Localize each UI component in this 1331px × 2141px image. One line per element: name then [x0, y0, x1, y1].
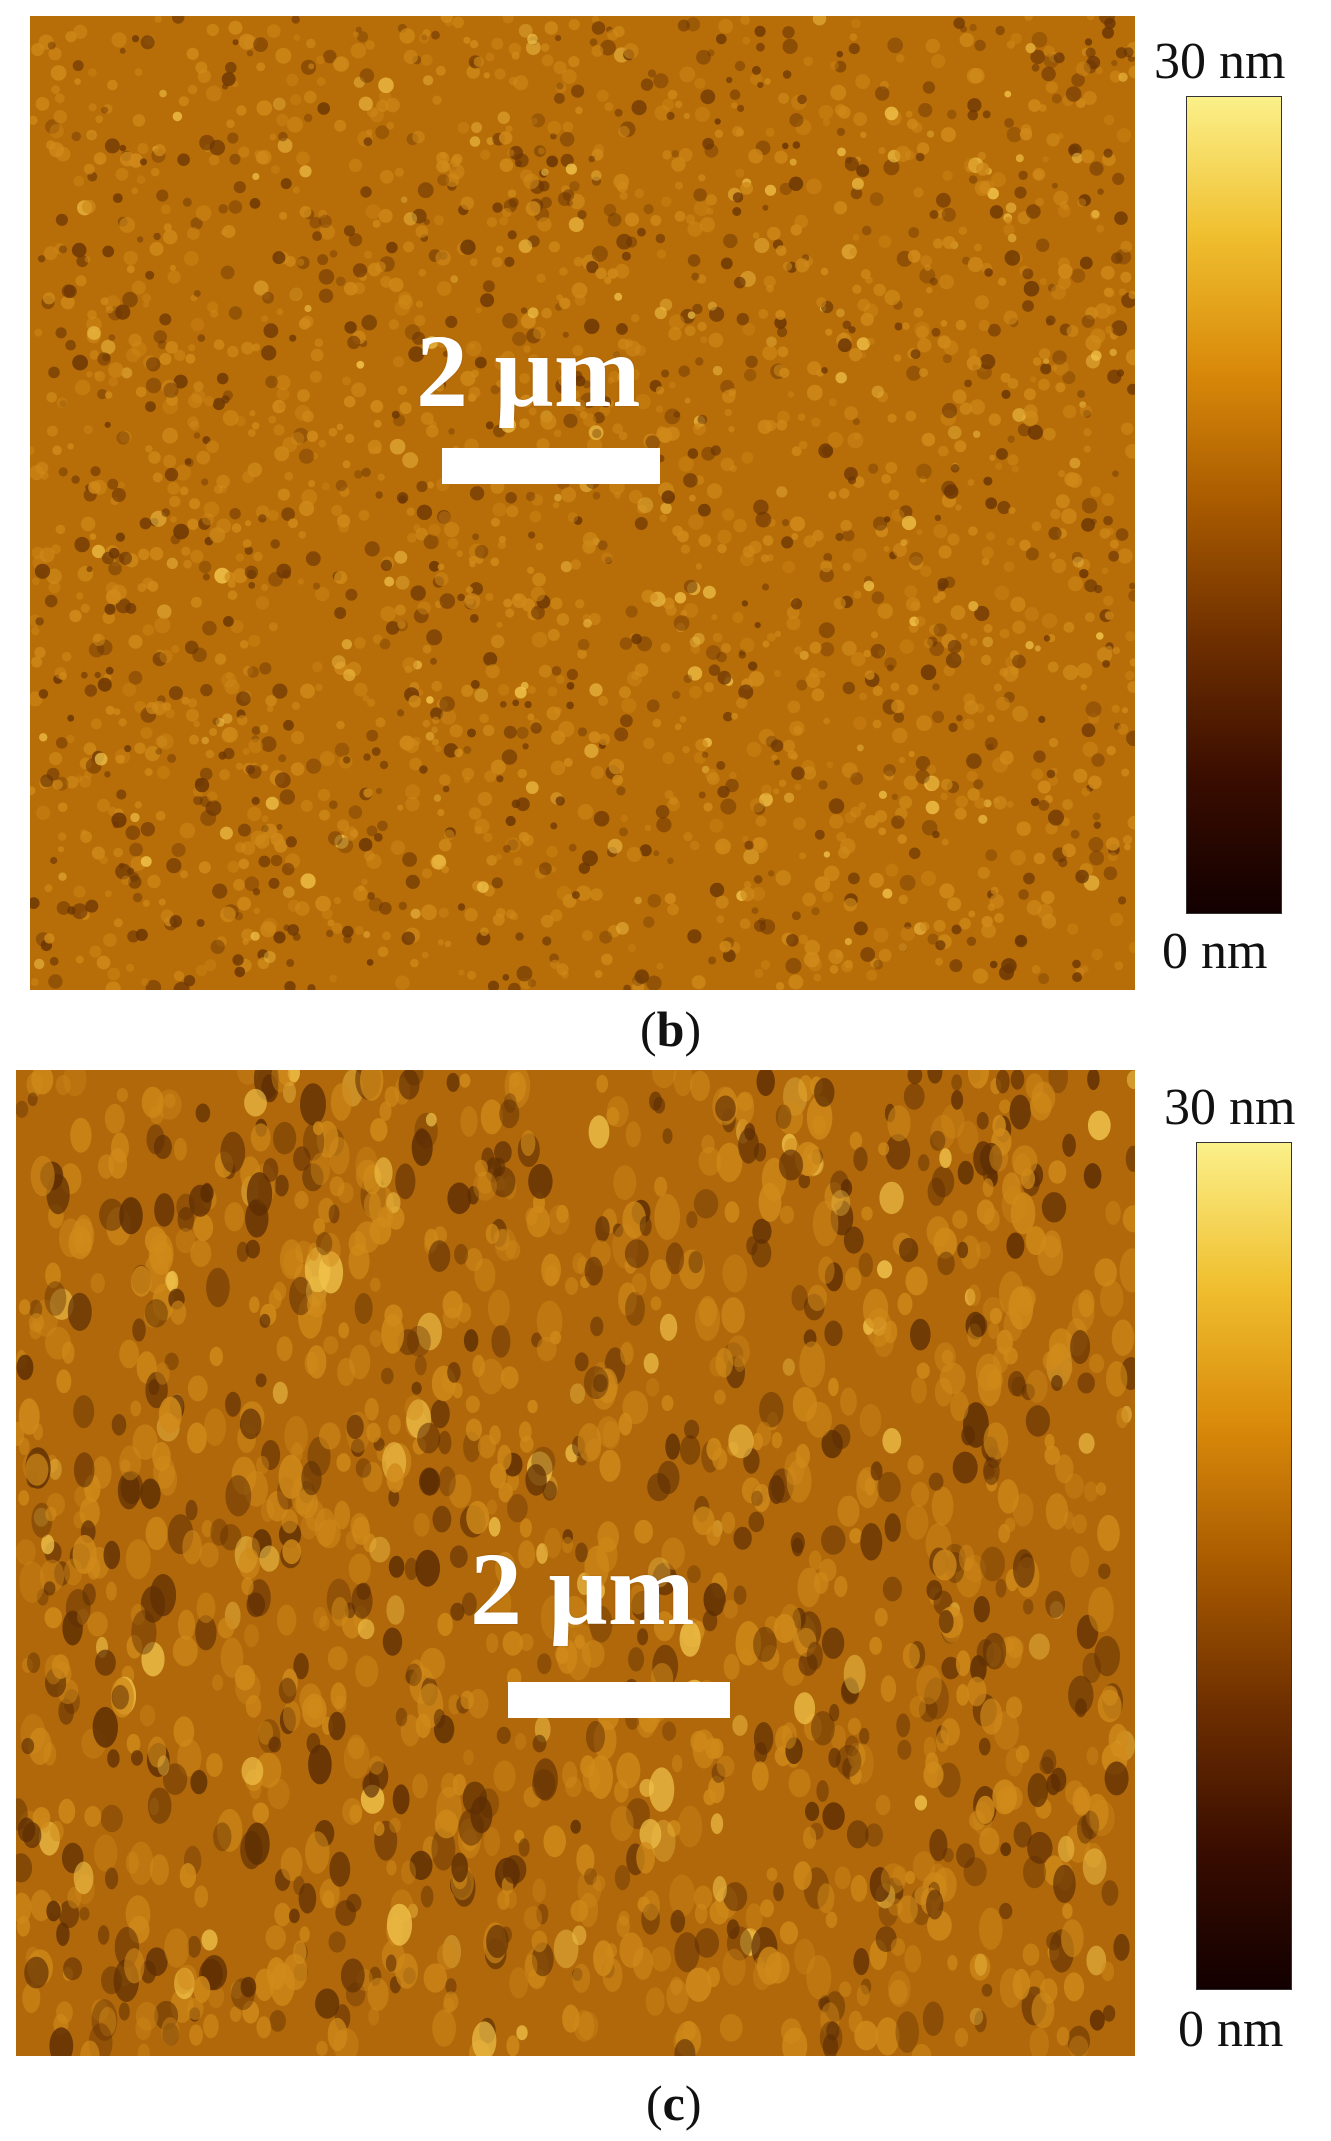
- afm-panel-c: 2 µm 30 nm 0 nm (c): [0, 1060, 1331, 2141]
- colorbar-max-label-b: 30 nm: [1154, 33, 1286, 90]
- caption-close-c: ): [684, 2075, 702, 2131]
- colorbar-gradient-b: [1187, 97, 1281, 913]
- colorbar-gradient-c: [1197, 1143, 1291, 1989]
- colorbar-min-label-b: 0 nm: [1162, 923, 1268, 980]
- scale-bar-label-b: 2 µm: [416, 314, 641, 429]
- caption-b: (b): [640, 1004, 701, 1054]
- afm-grains: [30, 16, 1135, 990]
- afm-texture-b: [30, 16, 1135, 990]
- caption-letter-b: b: [656, 1001, 685, 1057]
- caption-close-b: ): [684, 1001, 702, 1057]
- caption-c: (c): [646, 2078, 702, 2128]
- colorbar-b: [1186, 96, 1282, 914]
- scale-bar-label-c: 2 µm: [470, 1532, 695, 1647]
- colorbar-min-label-c: 0 nm: [1178, 2001, 1284, 2058]
- scale-bar-b: [442, 448, 660, 484]
- afm-texture-c: [16, 1070, 1135, 2056]
- caption-open-c: (: [646, 2075, 663, 2131]
- afm-grains: [16, 1070, 1135, 2056]
- colorbar-max-label-c: 30 nm: [1164, 1079, 1296, 1136]
- afm-image-b: [30, 16, 1135, 990]
- colorbar-c: [1196, 1142, 1292, 1990]
- scale-bar-c: [508, 1682, 730, 1718]
- afm-image-c: [16, 1070, 1135, 2056]
- caption-open-b: (: [640, 1001, 657, 1057]
- afm-panel-b: 2 µm 30 nm 0 nm (b): [0, 0, 1331, 1070]
- caption-letter-c: c: [662, 2075, 685, 2131]
